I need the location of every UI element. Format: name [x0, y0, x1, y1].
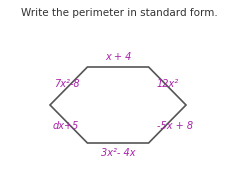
- Text: 12x²: 12x²: [157, 79, 179, 89]
- Text: -5x + 8: -5x + 8: [157, 121, 193, 131]
- Text: Write the perimeter in standard form.: Write the perimeter in standard form.: [21, 8, 217, 18]
- Text: 7x²-8: 7x²-8: [54, 79, 79, 89]
- Text: 3x²- 4x: 3x²- 4x: [101, 148, 135, 158]
- Text: x + 4: x + 4: [105, 52, 131, 62]
- Text: dx+5: dx+5: [53, 121, 79, 131]
